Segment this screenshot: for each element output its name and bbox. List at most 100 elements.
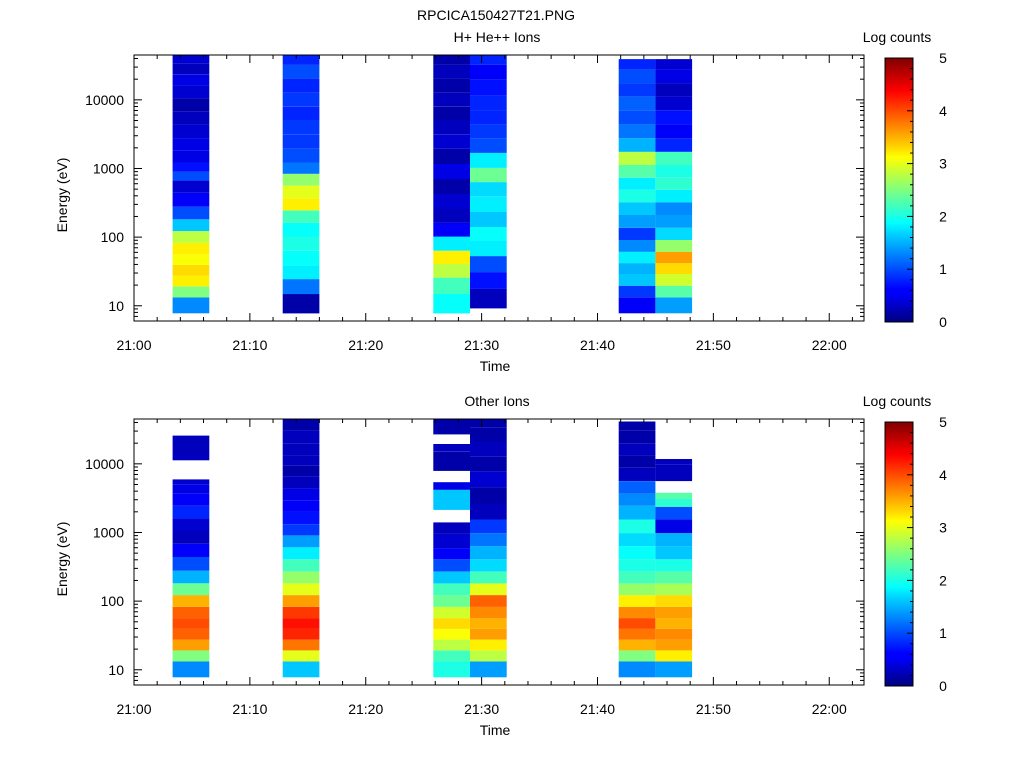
heatmap-cell-c2-b17: [433, 55, 470, 65]
heatmap-cell-c0-b10: [172, 180, 210, 193]
heatmap-cell-c4-b5: [618, 606, 656, 619]
heatmap-cell-c4-b3: [618, 263, 656, 274]
heatmap-cell-c5-b12: [655, 519, 693, 534]
heatmap-cell-c0-b6: [172, 231, 210, 243]
colorbar-tick-label: 2: [939, 572, 947, 588]
heatmap-cell-c0-b13: [172, 150, 210, 163]
heatmap-cell-c2-b3: [433, 250, 470, 264]
heatmap-cell-c5-b17: [655, 459, 693, 465]
heatmap-cell-c3-b15: [470, 471, 507, 488]
colorbar-tick-label: 4: [939, 467, 947, 483]
figure-title: RPCICA150427T21.PNG: [417, 7, 575, 23]
heatmap-cell-c4-b18: [618, 443, 656, 456]
heatmap-cell-c0-b21: [172, 55, 210, 64]
heatmap-cell-c3-b0: [470, 661, 507, 678]
heatmap-cell-c0-b1: [172, 650, 210, 662]
heatmap-cell-c1-b14: [282, 106, 320, 120]
heatmap-cell-c1-b14: [282, 500, 320, 512]
heatmap-cell-c2-b11: [433, 134, 470, 149]
heatmap-cell-c1-b0: [282, 661, 320, 678]
heatmap-cell-c3-b6: [470, 196, 507, 212]
heatmap-cell-c5-b1: [655, 285, 693, 298]
heatmap-cell-c1-b10: [282, 547, 320, 560]
heatmap-cell-c2-b17: [433, 419, 470, 435]
heatmap-cell-c0-b14: [172, 493, 210, 506]
heatmap-cell-c0-b17: [172, 435, 210, 461]
heatmap-cell-c4-b12: [618, 519, 656, 534]
heatmap-cell-c1-b11: [282, 535, 320, 548]
heatmap-cell-c0-b9: [172, 557, 210, 571]
heatmap-cell-c4-b0: [618, 661, 656, 678]
heatmap-cell-c0-b2: [172, 275, 210, 287]
heatmap-cell-c0-b0: [172, 297, 210, 314]
heatmap-cell-c1-b1: [282, 279, 320, 295]
heatmap-cell-c5-b1: [655, 650, 693, 662]
heatmap-cell-c1-b2: [282, 639, 320, 651]
heatmap-cell-c3-b11: [470, 533, 507, 547]
heatmap-cell-c4-b14: [618, 124, 656, 139]
heatmap-cell-c4-b0: [618, 297, 656, 314]
heatmap-cell-c4-b10: [618, 177, 656, 190]
heatmap-cell-c5-b3: [655, 628, 693, 640]
heatmap-cell-c4-b1: [618, 285, 656, 298]
x-tick-label: 21:30: [464, 701, 499, 717]
colorbar-tick-label: 1: [939, 625, 947, 641]
heatmap-cell-c3-b0: [470, 288, 507, 309]
heatmap-cell-c0-b7: [172, 219, 210, 232]
heatmap-cell-c2-b13: [433, 106, 470, 120]
heatmap-cell-c5-b15: [655, 492, 693, 499]
heatmap-cell-c3-b10: [470, 138, 507, 153]
heatmap-cell-c1-b15: [282, 488, 320, 501]
heatmap-cell-c2-b13: [433, 489, 470, 510]
heatmap-cell-c3-b7: [470, 182, 507, 197]
heatmap-cell-c3-b11: [470, 124, 507, 139]
heatmap-cell-c5-b3: [655, 263, 693, 274]
heatmap-cell-c4-b2: [618, 274, 656, 286]
heatmap-cell-c5-b10: [655, 546, 693, 560]
heatmap-cell-c2-b6: [433, 595, 470, 607]
heatmap-cell-c0-b12: [172, 162, 210, 172]
heatmap-cell-c4-b19: [618, 430, 656, 444]
heatmap-cell-c4-b20: [618, 421, 656, 431]
heatmap-cell-c4-b6: [618, 595, 656, 607]
colorbar-tick-label: 0: [939, 314, 947, 330]
heatmap-cell-c2-b10: [433, 548, 470, 560]
heatmap-cell-c4-b9: [618, 559, 656, 572]
heatmap-cell-c3-b14: [470, 79, 507, 96]
heatmap-cell-c2-b6: [433, 209, 470, 223]
y-tick-label: 10: [108, 298, 124, 314]
heatmap-cell-c5-b11: [655, 165, 693, 178]
heatmap-cell-c0-b7: [172, 583, 210, 596]
x-axis-label: Time: [480, 722, 511, 738]
heatmap-cell-c3-b18: [470, 427, 507, 442]
colorbar-ticks: 0 1 2 3 4 5: [907, 414, 947, 694]
heatmap-cell-c5-b2: [655, 274, 693, 286]
y-tick-label: 10000: [85, 92, 124, 108]
heatmap-cell-c2-b8: [433, 571, 470, 584]
y-tick-label: 1000: [93, 524, 124, 540]
heatmap-cell-c1-b0: [282, 294, 320, 314]
heatmap-cell-c5-b6: [655, 595, 693, 607]
x-tick-label: 21:50: [696, 701, 731, 717]
heatmap-cell-c1-b3: [282, 250, 320, 266]
heatmap-cell-c4-b11: [618, 533, 656, 547]
heatmap-cell-c0-b9: [172, 192, 210, 207]
heatmap-cell-c1-b4: [282, 236, 320, 251]
heatmap-cell-c4-b15: [618, 110, 656, 125]
colorbar-tick-label: 3: [939, 520, 947, 536]
heatmap-cell-c2-b3: [433, 628, 470, 640]
heatmap-cell-c0-b16: [172, 111, 210, 125]
heatmap-cell-c1-b1: [282, 650, 320, 662]
heatmap-cell-c1-b16: [282, 78, 320, 93]
heatmap-cell-c0-b8: [172, 206, 210, 220]
heatmap-cell-c2-b5: [433, 222, 470, 237]
heatmap-cell-c0-b10: [172, 543, 210, 557]
y-tick-label: 100: [101, 229, 125, 245]
x-tick-label: 21:40: [580, 337, 615, 353]
heatmap-cell-c4-b1: [618, 650, 656, 662]
x-tick-label: 22:00: [812, 337, 847, 353]
heatmap-cell-c5-b18: [655, 69, 693, 84]
